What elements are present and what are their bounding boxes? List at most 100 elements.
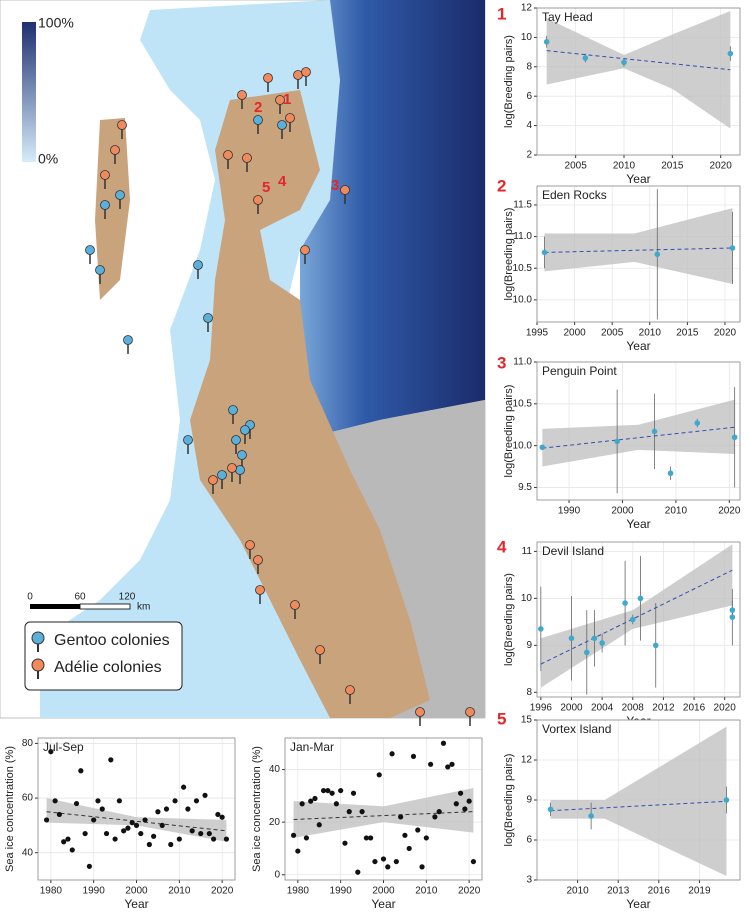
x-axis-label: Year <box>626 897 650 911</box>
y-tick-label: 40 <box>22 847 34 858</box>
colony-pin <box>237 450 247 460</box>
data-point <box>299 801 305 807</box>
y-axis-label: log(Breeding pairs) <box>503 385 515 478</box>
trend-line <box>542 426 735 449</box>
x-axis-label: Year <box>124 897 148 911</box>
colony-pin <box>285 113 295 123</box>
y-tick-label: 10.5 <box>513 398 533 409</box>
data-point <box>654 251 661 258</box>
y-axis-label: log(Breeding pairs) <box>503 573 515 666</box>
colony-pin <box>123 335 133 345</box>
data-point <box>116 798 122 804</box>
scale-label: 120 <box>119 592 136 603</box>
data-point <box>599 640 605 646</box>
data-point <box>108 757 114 763</box>
data-point <box>453 801 459 807</box>
colony-pin <box>203 313 213 323</box>
data-point <box>432 814 438 820</box>
data-point <box>376 772 382 778</box>
data-point <box>142 817 148 823</box>
data-point <box>393 858 399 865</box>
y-tick-label: 20 <box>269 817 281 828</box>
panel-label: 1 <box>497 4 506 23</box>
y-tick-label: 8 <box>526 61 532 72</box>
data-point <box>541 249 548 256</box>
x-tick-label: 2004 <box>591 703 614 714</box>
trend-line <box>293 811 474 821</box>
peninsula <box>190 90 430 718</box>
data-point <box>363 835 369 841</box>
y-tick-label: 9 <box>526 640 532 651</box>
data-point <box>346 809 352 815</box>
x-tick-label: 2010 <box>415 886 438 897</box>
y-tick-label: 2 <box>526 150 532 161</box>
x-tick-label: 2020 <box>714 703 737 714</box>
colony-pin <box>100 200 110 210</box>
y-tick-label: 11.5 <box>513 200 532 211</box>
data-point <box>325 787 331 794</box>
confidence-band <box>46 798 227 842</box>
chart-title: Tay Head <box>542 10 593 24</box>
x-tick-label: 2010 <box>639 328 662 339</box>
colony-pin <box>117 120 127 130</box>
data-point <box>637 595 644 602</box>
data-point <box>449 761 455 767</box>
plot-border <box>536 185 741 323</box>
y-axis-label: Sea ice concentration (%) <box>251 746 263 872</box>
data-point <box>189 828 195 834</box>
data-point <box>129 820 135 826</box>
colony-pin <box>183 435 193 445</box>
data-point <box>168 841 174 848</box>
data-point <box>43 817 50 823</box>
data-point <box>568 635 575 642</box>
x-tick-label: 2000 <box>560 703 583 714</box>
x-tick-label: 2020 <box>458 886 481 897</box>
data-point <box>729 614 736 620</box>
x-tick-label: 2005 <box>565 161 588 172</box>
y-axis-label: log(Breeding pairs) <box>503 208 515 301</box>
data-point <box>290 832 297 838</box>
colony-pin <box>95 265 105 275</box>
colony-pin <box>237 90 247 100</box>
x-tick-label: 2020 <box>718 506 741 517</box>
x-tick-label: 1980 <box>40 886 63 897</box>
chart-title: Penguin Point <box>542 364 617 378</box>
data-point <box>622 600 628 606</box>
x-tick-label: 2012 <box>652 703 675 714</box>
data-point <box>155 809 161 815</box>
x-tick-label: 2010 <box>613 161 636 172</box>
y-tick-label: 15 <box>521 715 533 726</box>
data-point <box>198 830 204 837</box>
data-point <box>538 626 544 632</box>
colony-pin <box>227 463 237 473</box>
data-point <box>445 764 451 770</box>
data-point <box>69 847 75 853</box>
y-tick-label: 40 <box>269 764 281 775</box>
x-tick-label: 2000 <box>563 328 586 339</box>
data-point <box>372 858 378 865</box>
data-point <box>65 836 71 842</box>
site-label: 2 <box>254 99 262 116</box>
data-point <box>621 59 627 66</box>
colony-pin <box>263 73 273 83</box>
chart-title: Vortex Island <box>542 722 611 736</box>
plot-border <box>284 737 483 881</box>
data-point <box>466 798 472 804</box>
confidence-band <box>544 208 733 285</box>
data-point <box>457 790 464 796</box>
y-tick-label: 10.0 <box>513 295 533 306</box>
colony-pin <box>235 465 245 475</box>
data-point <box>368 835 374 841</box>
data-point <box>78 768 84 774</box>
y-tick-label: 9.5 <box>518 482 532 493</box>
x-tick-label: 2015 <box>676 328 699 339</box>
data-point <box>312 795 318 802</box>
x-tick-label: 2008 <box>622 703 645 714</box>
colony-pin <box>115 190 125 200</box>
data-point <box>694 420 701 426</box>
colony-pin <box>275 95 285 105</box>
colony-pin <box>242 153 252 163</box>
data-point <box>121 828 127 834</box>
data-point <box>729 245 736 251</box>
